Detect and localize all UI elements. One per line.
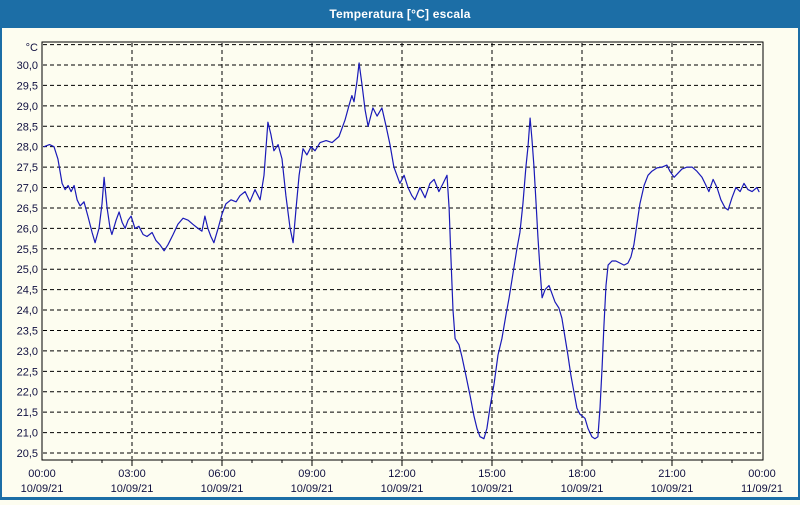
y-tick-label: 23,5 — [17, 325, 38, 337]
y-tick-label: 27,5 — [17, 162, 38, 174]
y-tick-label: 26,5 — [17, 203, 38, 215]
y-tick-label: 21,0 — [17, 428, 38, 440]
y-tick-label: 28,0 — [17, 142, 38, 154]
chart-area: °C 20,5 21,0 21,5 22,0 22,5 23,0 23,5 24,0 24,5 25… — [2, 28, 800, 500]
temperature-series-line — [43, 62, 760, 440]
x-tick-date-label: 10/09/21 — [21, 483, 64, 495]
x-tick-time-label: 00:00 — [28, 468, 56, 480]
y-tick-label: 30,0 — [17, 60, 38, 72]
x-tick-date-label: 10/09/21 — [381, 483, 424, 495]
y-tick-label: 24,5 — [17, 285, 38, 297]
x-tick-date-label: 10/09/21 — [651, 483, 694, 495]
x-tick-time-label: 00:00 — [748, 468, 776, 480]
window-title: Temperatura [°C] escala — [329, 7, 471, 21]
x-tick-time-label: 12:00 — [388, 468, 416, 480]
x-tick-date-label: 10/09/21 — [111, 483, 154, 495]
y-tick-label: 22,0 — [17, 387, 38, 399]
y-tick-label: 27,0 — [17, 183, 38, 195]
y-tick-label: 24,0 — [17, 305, 38, 317]
x-tick-time-label: 15:00 — [478, 468, 506, 480]
y-tick-label: 20,5 — [17, 448, 38, 460]
x-tick-time-label: 03:00 — [118, 468, 146, 480]
y-tick-label: 22,5 — [17, 366, 38, 378]
title-bar: Temperatura [°C] escala — [2, 0, 798, 28]
y-tick-label: 29,5 — [17, 80, 38, 92]
x-tick-time-label: 18:00 — [568, 468, 596, 480]
y-tick-label: 25,0 — [17, 264, 38, 276]
y-tick-label: 25,5 — [17, 244, 38, 256]
x-tick-date-label: 10/09/21 — [291, 483, 334, 495]
x-tick-date-label: 11/09/21 — [741, 483, 783, 495]
y-tick-label: 21,5 — [17, 407, 38, 419]
temperature-chart: °C 20,5 21,0 21,5 22,0 22,5 23,0 23,5 24,0 24,5 25… — [17, 41, 783, 495]
x-tick-time-label: 09:00 — [298, 468, 326, 480]
y-tick-label: 29,0 — [17, 101, 38, 113]
y-axis-unit-label: °C — [26, 42, 38, 54]
y-tick-label: 28,5 — [17, 121, 38, 133]
x-tick-date-label: 10/09/21 — [201, 483, 244, 495]
y-tick-label: 23,0 — [17, 346, 38, 358]
y-tick-label: 26,0 — [17, 223, 38, 235]
x-tick-date-label: 10/09/21 — [471, 483, 514, 495]
x-tick-time-label: 21:00 — [658, 468, 686, 480]
x-tick-date-label: 10/09/21 — [561, 483, 604, 495]
x-tick-time-label: 06:00 — [208, 468, 236, 480]
